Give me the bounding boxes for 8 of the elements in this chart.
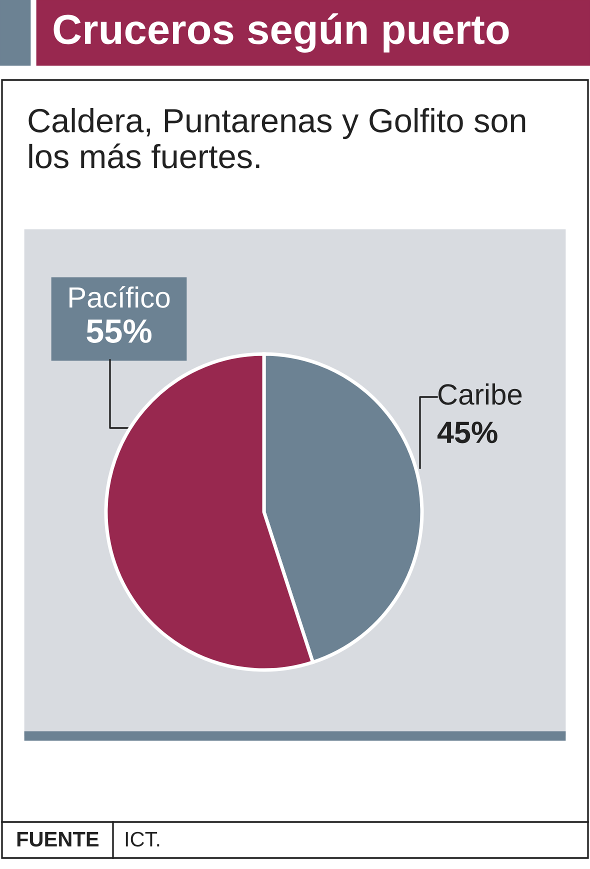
text: ICT. — [126, 832, 160, 847]
slice-label: Caribe — [438, 383, 522, 405]
chart-subtitle: Caldera, Puntarenas y Golfito son los más fuertes. — [28, 108, 526, 168]
slice-label: Pacífico — [70, 286, 170, 308]
text: FUENTE — [17, 832, 99, 847]
data-label: 55% — [86, 319, 152, 343]
chart-title: Cruceros según puerto — [54, 13, 509, 53]
data-label: 45% — [437, 422, 498, 444]
